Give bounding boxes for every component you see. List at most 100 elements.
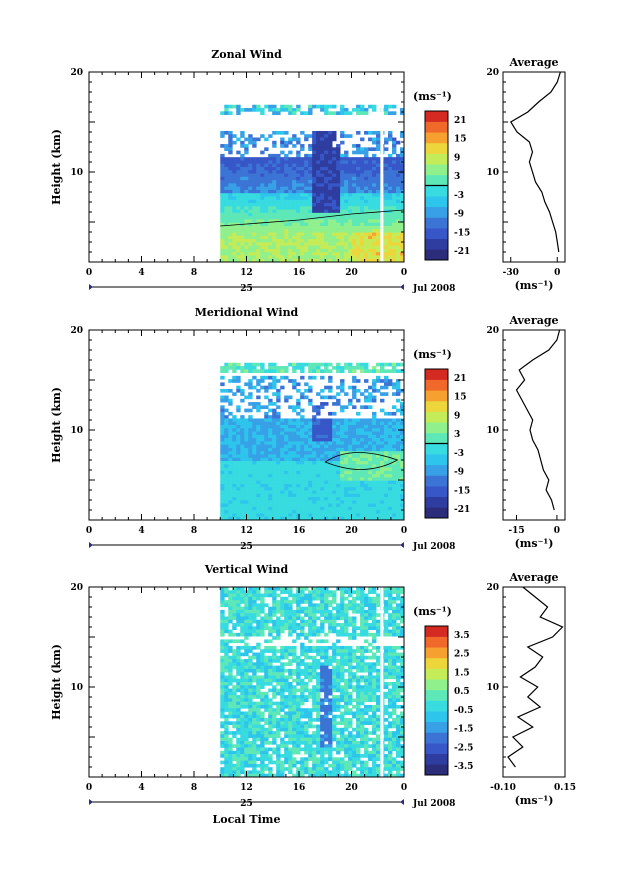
heatmap-cell [224,144,229,148]
heatmap-cell [332,464,337,468]
heatmap-cell [228,402,233,406]
heatmap-cell [356,144,361,148]
heatmap-cell [316,235,321,240]
heatmap-cell [260,193,265,197]
heatmap-cell [348,470,353,475]
heatmap-cell [336,167,341,171]
heatmap-cell [388,688,393,693]
heatmap-cell [292,441,297,446]
heatmap-cell [376,225,381,230]
heatmap-cell [340,590,345,594]
heatmap-cell [308,513,313,518]
heatmap-cell [292,629,297,634]
x-tick-label: 12 [240,268,253,278]
heatmap-cell [296,137,301,142]
heatmap-cell [336,209,341,214]
heatmap-cell [348,513,353,518]
heatmap-cell [232,451,237,455]
heatmap-cell [392,362,397,367]
heatmap-cell [256,219,261,224]
heatmap-cell [288,632,293,637]
heatmap-cell [368,206,373,210]
profile-line [515,329,561,511]
heatmap-cell [308,258,313,263]
heatmap-cell [348,418,353,423]
heatmap-cell [252,232,257,237]
heatmap-cell [344,235,349,240]
heatmap-cell [276,229,281,233]
heatmap-cell [380,483,385,488]
heatmap-cell [264,196,269,201]
heatmap-cell [272,685,277,689]
colorbar-swatch [425,422,448,434]
heatmap-cell [280,668,285,673]
heatmap-cell [340,134,345,138]
heatmap-cell [392,688,397,693]
heatmap-cell [324,176,329,181]
heatmap-cell [248,691,253,696]
heatmap-cell [356,411,361,416]
heatmap-cell [344,619,349,624]
heatmap-cell [376,596,381,601]
heatmap-cell [228,144,233,148]
heatmap-cell [276,616,281,621]
heatmap-cell [232,464,237,468]
heatmap-cell [372,497,377,501]
heatmap-cell [244,616,249,621]
heatmap-cell [400,183,405,188]
heatmap-cell [308,441,313,446]
heatmap-cell [240,616,245,621]
heatmap-cell [268,444,273,449]
heatmap-cell [344,510,349,514]
heatmap-cell [352,431,357,436]
heatmap-cell [332,467,337,472]
heatmap-cell [308,609,313,614]
heatmap-cell [248,176,253,181]
heatmap-cell [320,153,325,158]
heatmap-cell [256,490,261,495]
heatmap-cell [360,235,365,240]
heatmap-cell [340,186,345,191]
heatmap-cell [328,447,333,452]
heatmap-cell [320,193,325,197]
heatmap-cell [240,369,245,373]
heatmap-cell [388,242,393,247]
heatmap-cell [388,659,393,663]
heatmap-cell [284,619,289,624]
heatmap-cell [316,421,321,426]
heatmap-cell [400,245,405,250]
heatmap-cell [368,239,373,243]
heatmap-cell [304,652,309,657]
heatmap-cell [264,444,269,449]
heatmap-cell [256,176,261,181]
heatmap-cell [392,140,397,145]
heatmap-cell [400,193,405,197]
heatmap-cell [364,160,369,165]
heatmap-cell [236,503,241,508]
heatmap-cell [300,506,305,511]
heatmap-cell [324,199,329,204]
heatmap-cell [324,144,329,148]
heatmap-cell [312,186,317,191]
heatmap-cell [400,503,405,508]
heatmap-cell [400,626,405,630]
heatmap-cell [360,167,365,171]
heatmap-cell [384,516,389,521]
heatmap-cell [312,616,317,621]
heatmap-cell [280,183,285,188]
heatmap-cell [304,189,309,194]
heatmap-cell [268,480,273,485]
heatmap-cell [352,209,357,214]
heatmap-cell [388,682,393,686]
heatmap-cell [312,659,317,663]
heatmap-cell [388,454,393,459]
heatmap-cell [240,590,245,594]
heatmap-cell [300,461,305,465]
heatmap-cell [336,170,341,174]
heatmap-cell [240,447,245,452]
heatmap-cell [320,454,325,459]
heatmap-cell [316,503,321,508]
heatmap-cell [328,199,333,204]
heatmap-cell [368,193,373,197]
heatmap-cell [284,431,289,436]
